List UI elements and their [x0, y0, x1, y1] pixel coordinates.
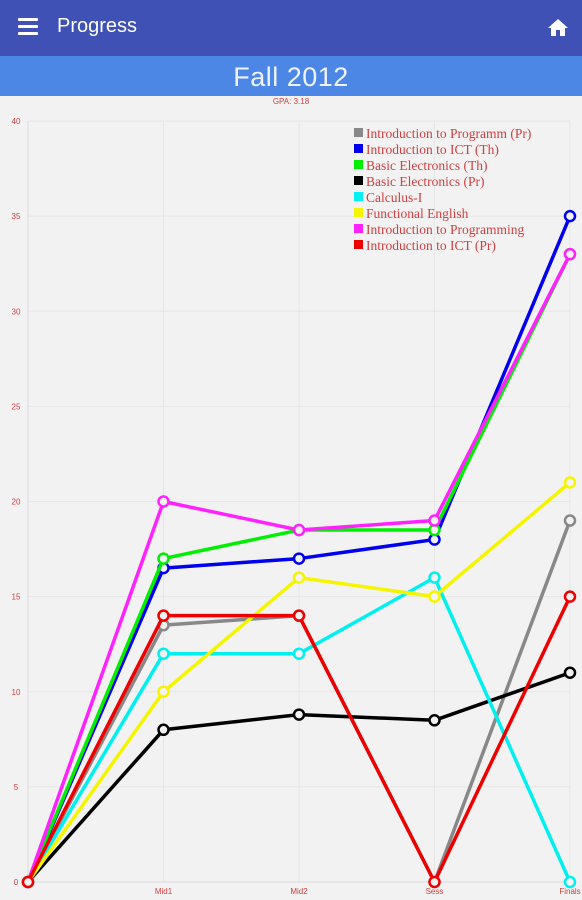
home-icon[interactable]	[546, 16, 570, 40]
data-point	[428, 571, 441, 584]
legend-entry: Basic Electronics (Pr)	[366, 174, 484, 189]
data-point	[157, 609, 170, 622]
data-point	[292, 647, 306, 660]
progress-line-chart: 0 5 10 15 20 25 30 35 40 Mid1 Mid2 Sess Finals Introd…	[12, 117, 581, 896]
semester-header: Fall 2012	[0, 56, 582, 96]
legend-swatch	[354, 128, 363, 137]
data-point	[292, 523, 306, 537]
y-tick-label: 40	[12, 117, 21, 126]
data-point	[428, 714, 441, 727]
legend-entry: Functional English	[366, 206, 469, 221]
data-point	[563, 590, 577, 603]
y-tick-label: 0	[14, 878, 19, 887]
legend-swatch	[354, 224, 363, 233]
data-point	[292, 708, 306, 721]
data-point	[292, 552, 306, 565]
data-point	[428, 875, 441, 889]
legend-entry: Introduction to ICT (Th)	[366, 142, 499, 157]
hamburger-menu-icon[interactable]	[18, 18, 40, 38]
legend-entry: Introduction to Programming	[366, 222, 524, 237]
data-point	[292, 609, 306, 622]
legend-entry: Basic Electronics (Th)	[366, 158, 487, 173]
data-point	[563, 209, 577, 223]
legend-swatch	[354, 192, 363, 201]
legend-swatch	[354, 240, 363, 249]
y-tick-label: 15	[12, 593, 21, 602]
y-tick-label: 10	[12, 688, 21, 697]
gpa-label: GPA: 3.18	[272, 97, 310, 106]
y-tick-label: 35	[12, 212, 21, 221]
data-point	[563, 247, 577, 261]
data-point	[157, 723, 170, 737]
data-point	[563, 514, 577, 527]
legend-entry: Introduction to ICT (Pr)	[366, 238, 496, 253]
data-point	[157, 552, 170, 565]
legend-entry: Introduction to Programm (Pr)	[366, 126, 531, 141]
legend-entry: Calculus-I	[366, 190, 423, 205]
x-tick-label: Mid1	[155, 887, 173, 896]
data-point	[157, 647, 170, 660]
x-tick-label: Finals	[559, 887, 580, 896]
data-point	[563, 875, 577, 889]
page-title: Progress	[57, 15, 138, 37]
legend-swatch	[354, 144, 363, 153]
data-point	[21, 875, 35, 889]
data-point	[292, 571, 306, 584]
y-tick-label: 5	[14, 783, 19, 792]
data-point	[428, 590, 441, 603]
legend-swatch	[354, 160, 363, 169]
semester-title: Fall 2012	[233, 62, 349, 92]
data-point	[428, 514, 441, 527]
y-tick-label: 25	[12, 402, 21, 411]
data-point	[157, 685, 170, 698]
x-tick-label: Mid2	[290, 887, 308, 896]
data-point	[563, 666, 577, 679]
legend-swatch	[354, 208, 363, 217]
y-tick-label: 30	[12, 307, 21, 316]
data-point	[563, 476, 577, 489]
data-point	[157, 495, 170, 508]
y-tick-label: 20	[12, 498, 21, 507]
x-tick-label: Sess	[426, 887, 444, 896]
app-bar: Progress	[0, 0, 582, 56]
legend-swatch	[354, 176, 363, 185]
